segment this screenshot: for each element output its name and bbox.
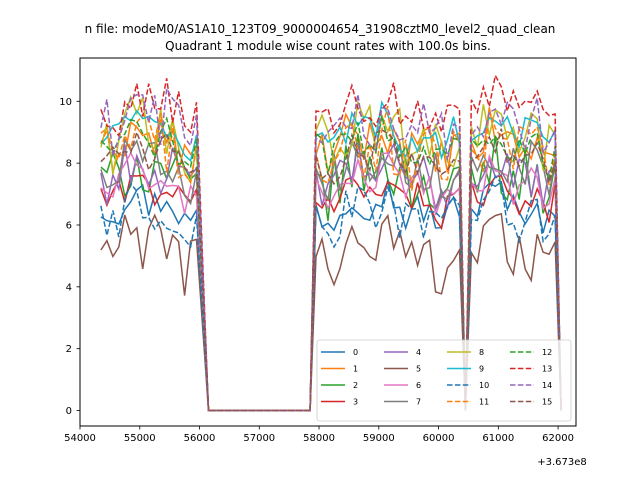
x-tick-label: 62000	[542, 433, 574, 444]
plot-frame	[79, 57, 577, 427]
x-tick-label: 61000	[482, 433, 514, 444]
series-line-11	[100, 105, 562, 412]
y-tick-label: 6	[66, 220, 72, 231]
series-line-15	[100, 128, 562, 412]
y-tick-label: 2	[66, 344, 72, 355]
legend-label-0: 0	[353, 348, 358, 357]
legend-label-12: 12	[542, 348, 552, 357]
legend-label-13: 13	[542, 365, 552, 374]
chart-suptitle: n file: modeM0/AS1A10_123T09_9000004654_…	[85, 22, 556, 36]
legend-box	[316, 339, 572, 422]
legend-label-4: 4	[416, 348, 421, 357]
x-tick-label: 59000	[363, 433, 395, 444]
legend-label-10: 10	[479, 381, 489, 390]
legend-label-2: 2	[353, 381, 358, 390]
x-tick-label: 57000	[243, 433, 275, 444]
x-tick-label: 54000	[64, 433, 96, 444]
legend-label-7: 7	[416, 398, 421, 407]
legend-label-9: 9	[479, 365, 484, 374]
series-line-4	[100, 142, 562, 412]
y-tick-label: 4	[66, 282, 72, 293]
series-line-12	[100, 115, 562, 412]
y-axis: 0 2 4 6 8 10	[59, 97, 80, 417]
x-tick-label: 56000	[184, 433, 216, 444]
x-tick-label: 55000	[124, 433, 156, 444]
series-lines	[100, 73, 562, 412]
legend-label-14: 14	[542, 381, 552, 390]
y-tick-label: 8	[66, 159, 72, 170]
legend-label-6: 6	[416, 381, 421, 390]
y-tick-label: 10	[59, 97, 72, 108]
series-line-13	[100, 73, 562, 412]
series-line-10	[100, 174, 562, 412]
legend-label-8: 8	[479, 348, 484, 357]
y-tick-label: 0	[66, 406, 72, 417]
x-tick-label: 60000	[423, 433, 455, 444]
legend-label-11: 11	[479, 398, 489, 407]
legend-label-3: 3	[353, 398, 358, 407]
legend-label-5: 5	[416, 365, 421, 374]
series-line-5	[100, 212, 562, 412]
legend-label-15: 15	[542, 398, 552, 407]
legend-label-1: 1	[353, 365, 358, 374]
x-tick-label: 58000	[303, 433, 335, 444]
series-line-7	[100, 137, 562, 412]
x-axis: 54000 55000 56000 57000 58000 59000 60000 61000…	[64, 426, 574, 444]
x-offset-label: +3.673e8	[537, 457, 587, 468]
series-line-14	[100, 86, 562, 412]
chart-title: Quadrant 1 module wise count rates with …	[165, 39, 491, 53]
series-line-2	[100, 133, 562, 412]
